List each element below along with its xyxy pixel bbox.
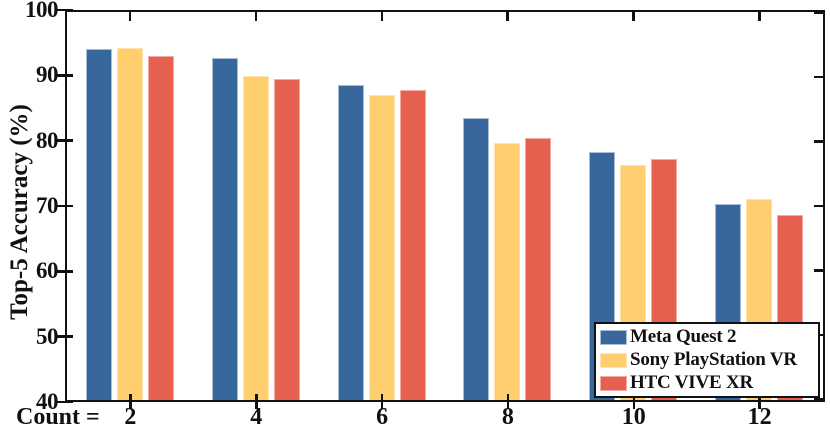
x-tick-label: 2 (124, 404, 137, 430)
bar-series2-group3 (368, 94, 395, 400)
x-tick-label: 8 (501, 404, 514, 430)
x-tick (255, 394, 258, 409)
y-tick-label: 60 (36, 258, 59, 284)
bar-series1-group1 (85, 49, 112, 400)
x-tick (506, 394, 510, 409)
x-axis-prefix-label: Count = (16, 404, 100, 430)
y-tick-label: 80 (36, 127, 59, 153)
bar-series1-group2 (211, 58, 238, 400)
x-tick-top (128, 12, 132, 21)
bar-series1-group4 (463, 118, 490, 400)
y-tick-label: 70 (36, 193, 59, 218)
legend-label: Meta Quest 2 (630, 326, 737, 347)
legend-item: Sony PlayStation VR (600, 349, 818, 372)
x-tick-top (758, 12, 761, 21)
y-tick-label: 100 (25, 0, 59, 22)
legend-item: HTC VIVE XR (600, 372, 818, 395)
bar-series3-group2 (273, 78, 300, 400)
x-tick (129, 394, 132, 409)
plot-area (65, 10, 825, 402)
x-tick (758, 394, 761, 409)
bar-series3-group1 (147, 56, 174, 400)
bar-series3-group4 (525, 138, 552, 400)
y-tick (56, 74, 73, 77)
x-tick-top (254, 12, 258, 21)
y-tick-right (814, 140, 823, 143)
x-tick-top (506, 12, 509, 21)
legend-label: HTC VIVE XR (630, 372, 754, 393)
y-tick-right (814, 398, 823, 401)
x-tick (380, 394, 384, 409)
legend-item: Meta Quest 2 (600, 326, 818, 349)
bar-series1-group3 (337, 84, 364, 400)
y-tick-right (814, 269, 823, 272)
y-tick (56, 270, 73, 273)
bar-series2-group1 (116, 47, 143, 400)
bar-series2-group2 (242, 75, 269, 400)
y-tick-label: 40 (36, 389, 59, 414)
bar-series2-group4 (494, 143, 521, 400)
y-tick-label: 90 (36, 62, 59, 88)
legend-swatch-icon (600, 375, 627, 391)
x-tick-top (632, 12, 635, 21)
legend: Meta Quest 2 Sony PlayStation VR HTC VIVE … (594, 322, 820, 398)
legend-swatch-icon (600, 329, 627, 345)
x-tick-label: 6 (376, 404, 389, 430)
y-tick (56, 8, 73, 12)
y-tick-right (814, 75, 823, 78)
x-tick-label: 4 (250, 404, 263, 430)
y-tick-right (814, 11, 823, 14)
y-tick (56, 335, 73, 338)
legend-label: Sony PlayStation VR (630, 349, 797, 370)
y-tick-label: 50 (36, 323, 59, 349)
bar-series3-group3 (399, 89, 426, 400)
y-tick (56, 204, 73, 208)
y-tick (56, 400, 73, 404)
y-tick-right (814, 204, 823, 207)
x-tick (632, 394, 635, 409)
legend-swatch-icon (600, 352, 627, 368)
x-tick-top (380, 12, 384, 21)
y-tick (56, 139, 73, 142)
